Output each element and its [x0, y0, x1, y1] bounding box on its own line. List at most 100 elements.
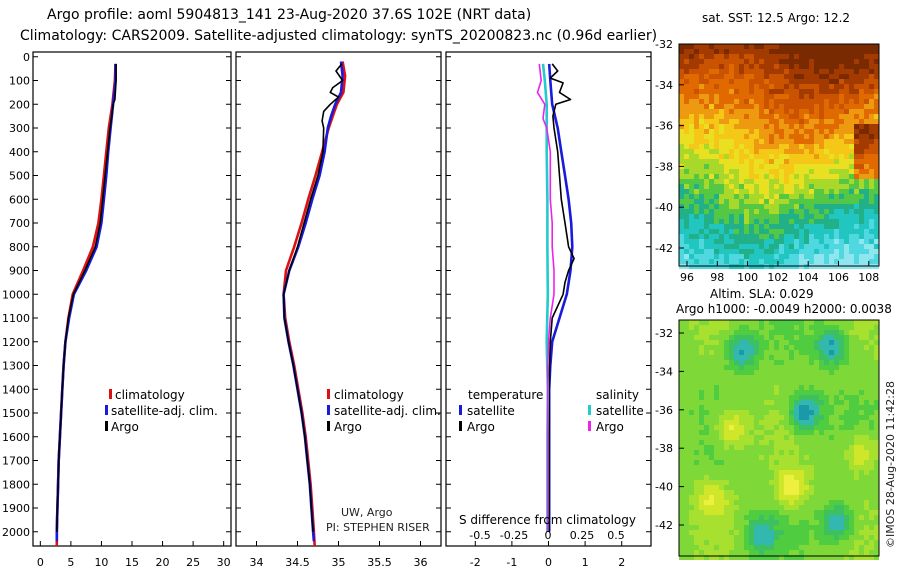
sst-map-cell — [749, 84, 754, 89]
sla-map-cell — [694, 550, 699, 555]
sla-map-cell — [699, 385, 704, 390]
sst-map-cell — [684, 74, 689, 79]
salinity-legend: climatology satellite-adj. clim. Argo — [327, 388, 441, 434]
sla-map-cell — [734, 520, 739, 525]
sla-map-cell — [824, 405, 829, 410]
y-tick-label: 900 — [9, 265, 30, 278]
sla-map-cell — [874, 330, 879, 335]
sla-map-cell — [804, 465, 809, 470]
sla-map-cell — [759, 390, 764, 395]
sla-map-cell — [864, 455, 869, 460]
sla-map-cell — [834, 485, 839, 490]
sla-map-cell — [874, 390, 879, 395]
sla-map-cell — [689, 355, 694, 360]
sst-map-cell — [814, 179, 819, 184]
sla-map-cell — [689, 420, 694, 425]
sla-map-cell — [689, 330, 694, 335]
sla-map-cell — [854, 395, 859, 400]
sla-map-cell — [684, 520, 689, 525]
sst-map-cell — [824, 129, 829, 134]
sla-map-cell — [699, 330, 704, 335]
sst-map-cell — [699, 59, 704, 64]
sst-map-cell — [759, 179, 764, 184]
sla-map-cell — [784, 415, 789, 420]
sla-map-cell — [704, 320, 709, 325]
sla-map-cell — [714, 490, 719, 495]
sla-map-cell — [689, 365, 694, 370]
legend-label-argo: Argo — [111, 420, 139, 434]
sst-map-cell — [839, 184, 844, 189]
sla-map-cell — [699, 375, 704, 380]
sst-map-cell — [829, 74, 834, 79]
sla-map-cell — [799, 375, 804, 380]
sla-map-cell — [799, 345, 804, 350]
sla-map-cell — [799, 515, 804, 520]
sst-map-cell — [779, 259, 784, 264]
sst-map-cell — [869, 254, 874, 259]
sla-map-cell — [739, 375, 744, 380]
sla-map-cell — [814, 445, 819, 450]
sst-map-cell — [734, 254, 739, 259]
sst-map-cell — [864, 154, 869, 159]
sla-map-cell — [844, 410, 849, 415]
sla-map-cell — [844, 360, 849, 365]
sla-map-cell — [694, 555, 699, 560]
sst-map-cell — [719, 224, 724, 229]
sla-map-cell — [764, 470, 769, 475]
sst-map-cell — [804, 69, 809, 74]
sla-map-cell — [719, 410, 724, 415]
sla-map-cell — [779, 465, 784, 470]
sla-map-cell — [764, 500, 769, 505]
sla-map-cell — [794, 510, 799, 515]
sla-map-cell — [724, 515, 729, 520]
sla-map-cell — [814, 340, 819, 345]
sla-map-cell — [804, 520, 809, 525]
sla-map-cell — [714, 420, 719, 425]
sla-map-cell — [774, 520, 779, 525]
sla-map-cell — [774, 545, 779, 550]
sst-map-cell — [844, 59, 849, 64]
sst-map-cell — [789, 199, 794, 204]
sla-map-cell — [804, 460, 809, 465]
sla-map-cell — [864, 370, 869, 375]
sla-map-cell — [864, 330, 869, 335]
sla-map-cell — [864, 480, 869, 485]
sst-map-cell — [829, 229, 834, 234]
sst-map-cell — [734, 189, 739, 194]
sla-map-cell — [724, 350, 729, 355]
sla-map-cell — [784, 480, 789, 485]
sst-map-cell — [729, 99, 734, 104]
sla-map-cell — [789, 420, 794, 425]
sla-map-cell — [769, 465, 774, 470]
sla-map-cell — [719, 515, 724, 520]
sst-map-cell — [724, 104, 729, 109]
sla-map-cell — [784, 545, 789, 550]
y-tick-label: 0 — [23, 51, 30, 64]
sst-map-cell — [789, 64, 794, 69]
sla-map-cell — [854, 540, 859, 545]
sst-map-cell — [729, 114, 734, 119]
sst-x-tick-label: 100 — [737, 271, 758, 284]
sla-map-cell — [849, 435, 854, 440]
sla-map-cell — [824, 520, 829, 525]
sla-map-cell — [709, 485, 714, 490]
sla-map-cell — [864, 465, 869, 470]
sst-map-cell — [714, 134, 719, 139]
sla-map-cell — [734, 495, 739, 500]
sst-map-cell — [709, 84, 714, 89]
sla-map-cell — [804, 425, 809, 430]
sst-map-cell — [704, 189, 709, 194]
sst-y-tick-label: -40 — [655, 201, 673, 214]
sla-map-cell — [774, 530, 779, 535]
sst-map-cell — [719, 179, 724, 184]
sla-map-cell — [739, 355, 744, 360]
sst-map-cell — [824, 99, 829, 104]
sst-map-cell — [739, 79, 744, 84]
sla-map-cell — [729, 460, 734, 465]
sla-map-cell — [714, 545, 719, 550]
sst-map-cell — [684, 59, 689, 64]
sla-map-cell — [804, 450, 809, 455]
sla-map-cell — [739, 405, 744, 410]
sst-map-cell — [829, 79, 834, 84]
sst-map-cell — [874, 94, 879, 99]
